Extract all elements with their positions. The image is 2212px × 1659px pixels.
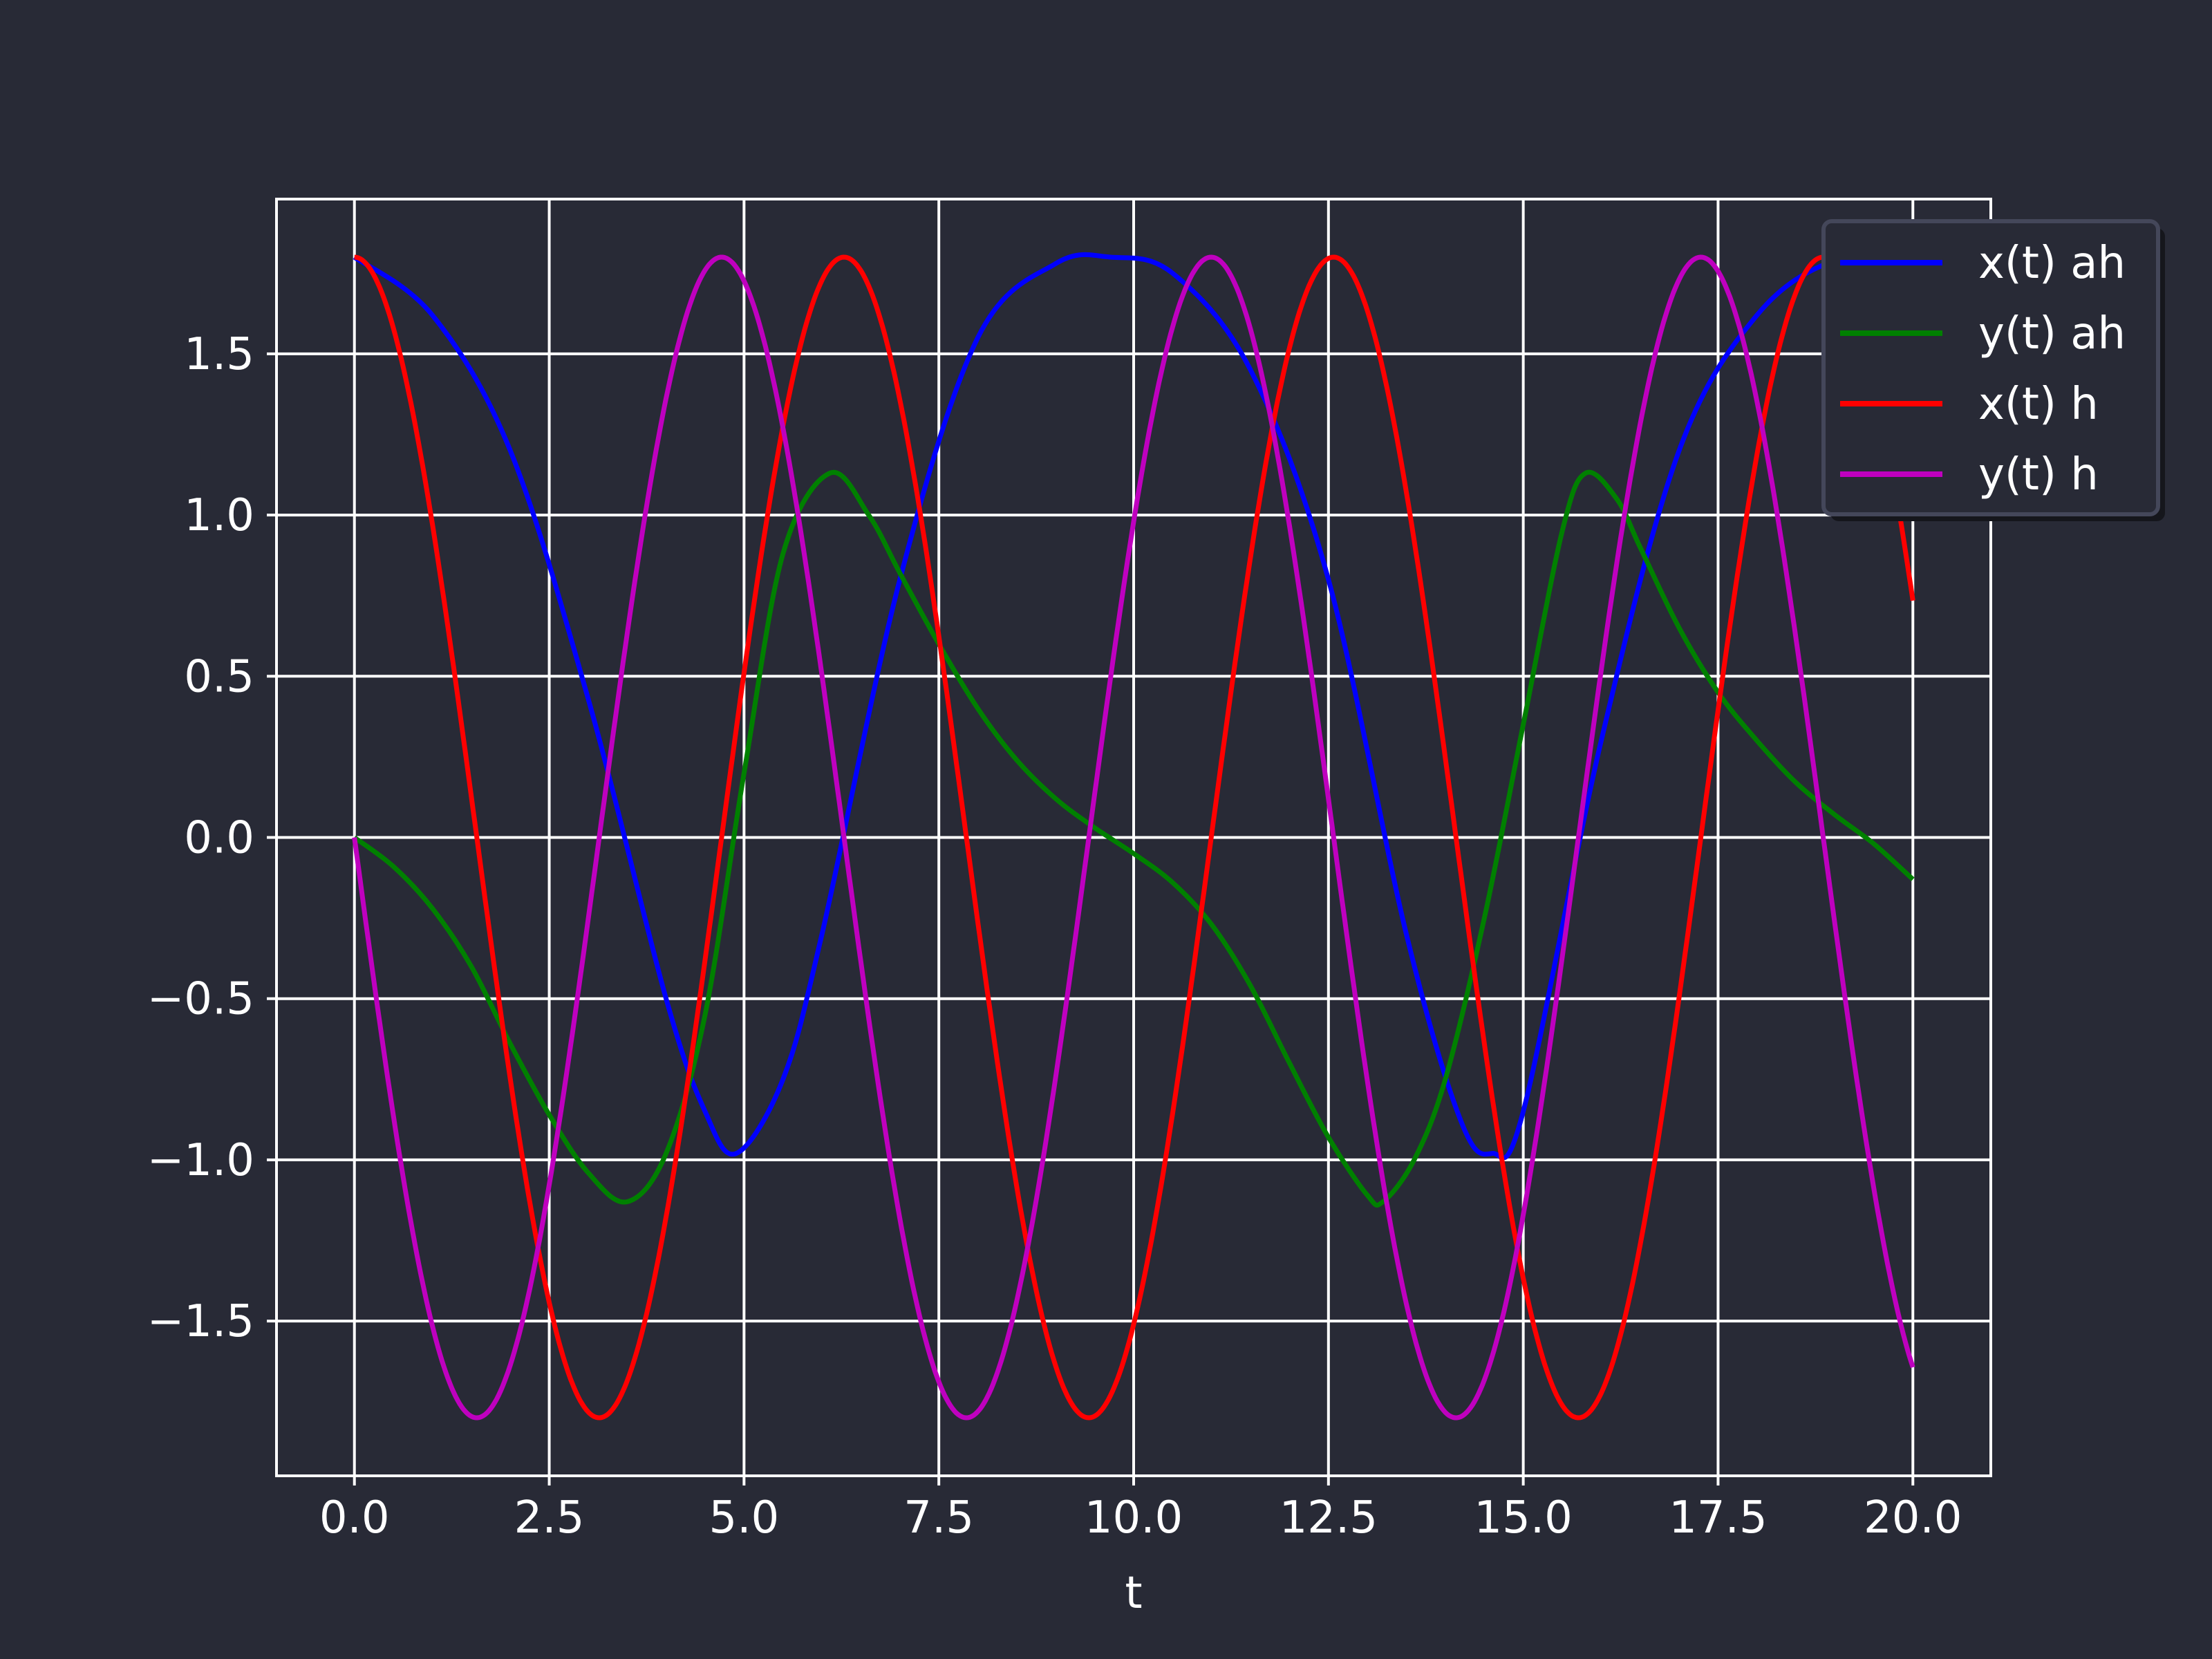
series-line-2 xyxy=(354,254,1915,1421)
y-tick-label: −1.5 xyxy=(147,1296,254,1347)
ticks: 0.0 2.5 5.0 7.5 10.0 12.5 15.0 17.5 20.0 −1.5 −1.0… xyxy=(147,329,1962,1544)
x-tick-label: 5.0 xyxy=(709,1492,779,1544)
x-tick-label: 7.5 xyxy=(903,1492,974,1544)
y-tick-label: −0.5 xyxy=(147,974,254,1025)
x-axis-label: t xyxy=(1125,1568,1142,1619)
y-tick-label: 0.5 xyxy=(184,651,254,702)
series-line-0 xyxy=(353,252,1913,1161)
legend-label: y(t) ah xyxy=(1978,308,2126,359)
series-line-3 xyxy=(352,254,1915,1421)
x-tick-label: 12.5 xyxy=(1280,1492,1378,1544)
series-layer xyxy=(352,252,1915,1421)
legend-label: x(t) h xyxy=(1978,379,2099,430)
y-tick-label: 0.0 xyxy=(184,813,254,864)
x-tick-label: 17.5 xyxy=(1669,1492,1768,1544)
legend: x(t) ah y(t) ah x(t) h y(t) h xyxy=(1821,219,2165,521)
y-tick-label: −1.0 xyxy=(147,1135,254,1186)
x-tick-label: 2.5 xyxy=(514,1492,585,1544)
legend-box xyxy=(1821,219,2160,516)
x-tick-label: 0.0 xyxy=(319,1492,390,1544)
x-tick-label: 20.0 xyxy=(1864,1492,1962,1544)
legend-label: x(t) ah xyxy=(1978,238,2126,289)
legend-label: y(t) h xyxy=(1978,449,2099,500)
series-line-1 xyxy=(353,469,1915,1208)
x-tick-label: 10.0 xyxy=(1085,1492,1183,1544)
y-tick-label: 1.5 xyxy=(184,329,254,380)
y-tick-label: 1.0 xyxy=(184,490,254,541)
x-tick-label: 15.0 xyxy=(1474,1492,1573,1544)
